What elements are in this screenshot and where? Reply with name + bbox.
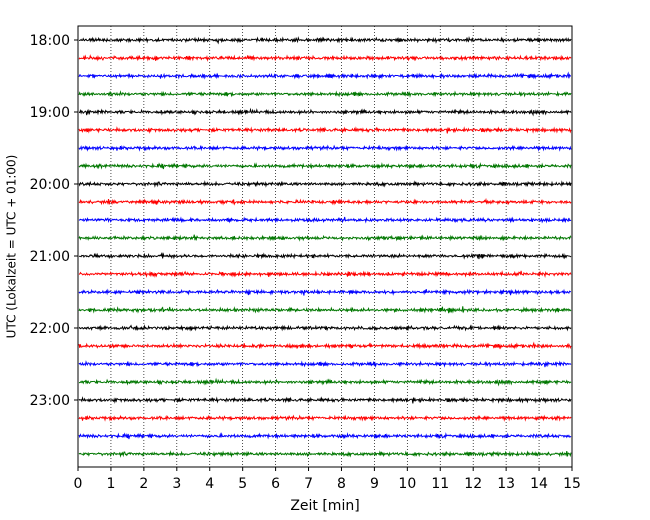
trace-1945: [78, 162, 572, 170]
x-tick-label-1: 1: [106, 476, 115, 492]
trace-2130: [78, 288, 572, 296]
y-tick-label-2300: 23:00: [30, 393, 70, 409]
y-tick-label-1800: 18:00: [30, 33, 70, 49]
trace-2015: [78, 197, 572, 206]
trace-1800: [78, 35, 572, 45]
x-tick-label-8: 8: [337, 476, 346, 492]
trace-2200: [78, 324, 572, 332]
x-tick-label-2: 2: [139, 476, 148, 492]
x-axis-ticks: 0 1 2 3 4 5 6 7 8 9 10 11 12 13 14 15: [74, 467, 581, 492]
plot-frame: [77, 25, 573, 468]
x-tick-label-4: 4: [205, 476, 214, 492]
trace-2345: [78, 450, 572, 458]
trace-1930: [78, 144, 572, 152]
trace-2245: [78, 377, 572, 387]
trace-2145: [78, 306, 572, 314]
y-tick-label-2100: 21:00: [30, 249, 70, 265]
x-tick-label-12: 12: [464, 476, 482, 492]
trace-1830: [78, 71, 572, 80]
x-tick-label-0: 0: [74, 476, 83, 492]
x-tick-label-5: 5: [238, 476, 247, 492]
trace-2230: [78, 360, 572, 368]
x-tick-label-9: 9: [370, 476, 379, 492]
trace-2330: [78, 432, 572, 440]
trace-2115: [78, 270, 572, 278]
trace-1900: [78, 107, 572, 117]
trace-2045: [78, 234, 572, 242]
trace-2215: [78, 341, 572, 350]
trace-2030: [78, 216, 572, 224]
y-axis-label: UTC (Lokalzeit = UTC + 01:00): [5, 155, 19, 339]
trace-2100: [78, 252, 572, 260]
x-tick-label-10: 10: [398, 476, 416, 492]
trace-1845: [78, 90, 572, 98]
x-tick-label-13: 13: [497, 476, 515, 492]
seismogram-traces: [78, 35, 572, 458]
y-tick-label-2200: 22:00: [30, 321, 70, 337]
trace-2000: [78, 180, 572, 188]
x-tick-label-7: 7: [304, 476, 313, 492]
trace-1915: [78, 126, 572, 134]
x-tick-label-14: 14: [530, 476, 548, 492]
y-axis-ticks: 18:00 19:00 20:00 21:00 22:00 23:00: [30, 33, 78, 409]
trace-2315: [78, 414, 572, 422]
y-tick-label-1900: 19:00: [30, 105, 70, 121]
y-tick-label-2000: 20:00: [30, 177, 70, 193]
x-tick-label-6: 6: [271, 476, 280, 492]
x-tick-label-3: 3: [172, 476, 181, 492]
x-tick-label-11: 11: [431, 476, 449, 492]
x-tick-label-15: 15: [563, 476, 581, 492]
trace-1815: [78, 54, 572, 62]
trace-2300: [78, 396, 572, 404]
x-axis-label: Zeit [min]: [290, 498, 359, 514]
